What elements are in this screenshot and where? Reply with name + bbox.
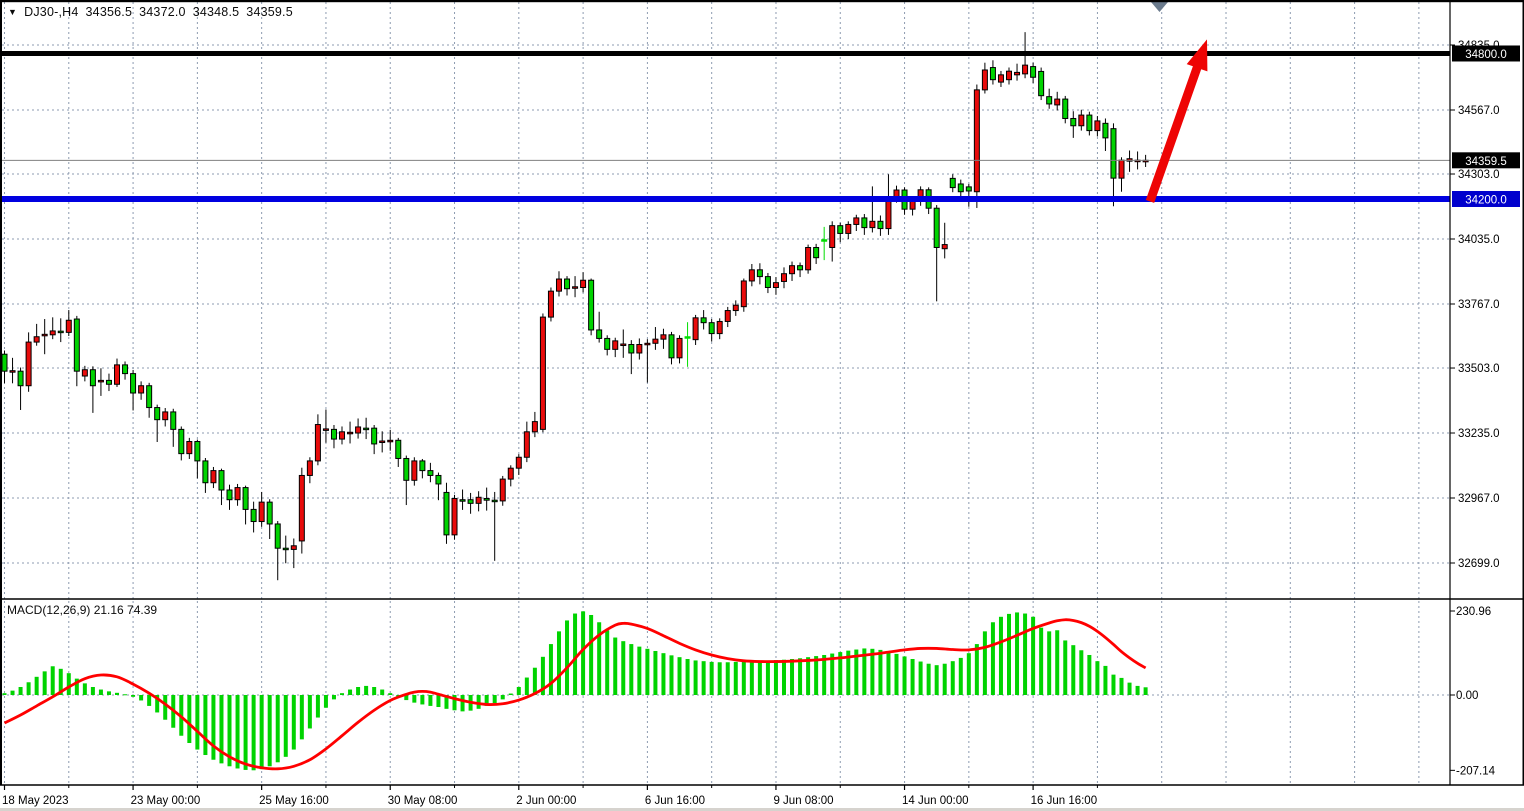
svg-text:23 May 00:00: 23 May 00:00 (131, 795, 201, 807)
svg-text:34200.0: 34200.0 (1465, 194, 1507, 206)
svg-text:34800.0: 34800.0 (1465, 49, 1507, 61)
bullish-arrow-annotation[interactable] (1145, 39, 1208, 203)
price-badges: 34800.0 34359.5 34200.0 (1452, 45, 1520, 207)
macd-signal-line (3, 618, 1147, 771)
svg-text:34359.5: 34359.5 (1465, 156, 1507, 168)
scroll-to-end-icon[interactable] (1151, 2, 1168, 12)
candlesticks (1, 32, 1149, 581)
svg-text:-207.14: -207.14 (1456, 765, 1496, 777)
svg-text:6 Jun 16:00: 6 Jun 16:00 (645, 795, 705, 807)
svg-text:25 May 16:00: 25 May 16:00 (259, 795, 329, 807)
macd-axis: 230.96 0.00 -207.14 (1450, 606, 1496, 777)
svg-text:9 Jun 08:00: 9 Jun 08:00 (773, 795, 833, 807)
svg-text:30 May 08:00: 30 May 08:00 (388, 795, 458, 807)
svg-text:33235.0: 33235.0 (1458, 428, 1500, 440)
svg-text:2 Jun 00:00: 2 Jun 00:00 (516, 795, 576, 807)
svg-text:34567.0: 34567.0 (1458, 105, 1500, 117)
svg-text:34303.0: 34303.0 (1458, 169, 1500, 181)
svg-text:16 Jun 16:00: 16 Jun 16:00 (1031, 795, 1098, 807)
level-lines (2, 50, 1450, 202)
svg-text:34035.0: 34035.0 (1458, 234, 1500, 246)
svg-text:33503.0: 33503.0 (1458, 363, 1500, 375)
svg-text:230.96: 230.96 (1456, 606, 1491, 618)
svg-text:32699.0: 32699.0 (1458, 558, 1500, 570)
svg-text:14 Jun 00:00: 14 Jun 00:00 (902, 795, 969, 807)
svg-text:33767.0: 33767.0 (1458, 299, 1500, 311)
macd-histogram (2, 611, 1148, 771)
svg-text:18 May 2023: 18 May 2023 (2, 795, 69, 807)
svg-text:32967.0: 32967.0 (1458, 493, 1500, 505)
time-axis: 18 May 2023 23 May 00:00 25 May 16:00 30 Ma… (2, 785, 1098, 807)
svg-text:0.00: 0.00 (1456, 690, 1478, 702)
